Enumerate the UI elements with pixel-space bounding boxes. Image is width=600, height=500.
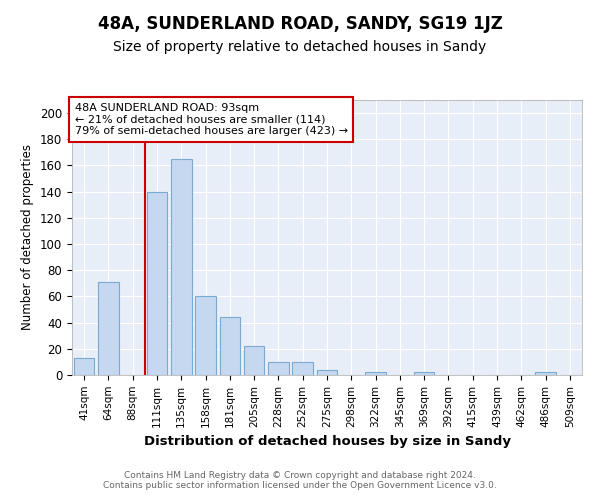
Bar — [220, 318, 240, 375]
Text: 48A SUNDERLAND ROAD: 93sqm
← 21% of detached houses are smaller (114)
79% of sem: 48A SUNDERLAND ROAD: 93sqm ← 21% of deta… — [74, 103, 347, 136]
Bar — [292, 362, 313, 375]
X-axis label: Distribution of detached houses by size in Sandy: Distribution of detached houses by size … — [143, 435, 511, 448]
Text: 48A, SUNDERLAND ROAD, SANDY, SG19 1JZ: 48A, SUNDERLAND ROAD, SANDY, SG19 1JZ — [98, 15, 502, 33]
Y-axis label: Number of detached properties: Number of detached properties — [22, 144, 34, 330]
Bar — [317, 370, 337, 375]
Bar — [74, 358, 94, 375]
Bar — [146, 192, 167, 375]
Text: Size of property relative to detached houses in Sandy: Size of property relative to detached ho… — [113, 40, 487, 54]
Bar — [365, 372, 386, 375]
Bar — [195, 296, 216, 375]
Bar — [414, 372, 434, 375]
Bar — [535, 372, 556, 375]
Bar — [268, 362, 289, 375]
Text: Contains HM Land Registry data © Crown copyright and database right 2024.
Contai: Contains HM Land Registry data © Crown c… — [103, 470, 497, 490]
Bar — [171, 159, 191, 375]
Bar — [244, 346, 265, 375]
Bar — [98, 282, 119, 375]
